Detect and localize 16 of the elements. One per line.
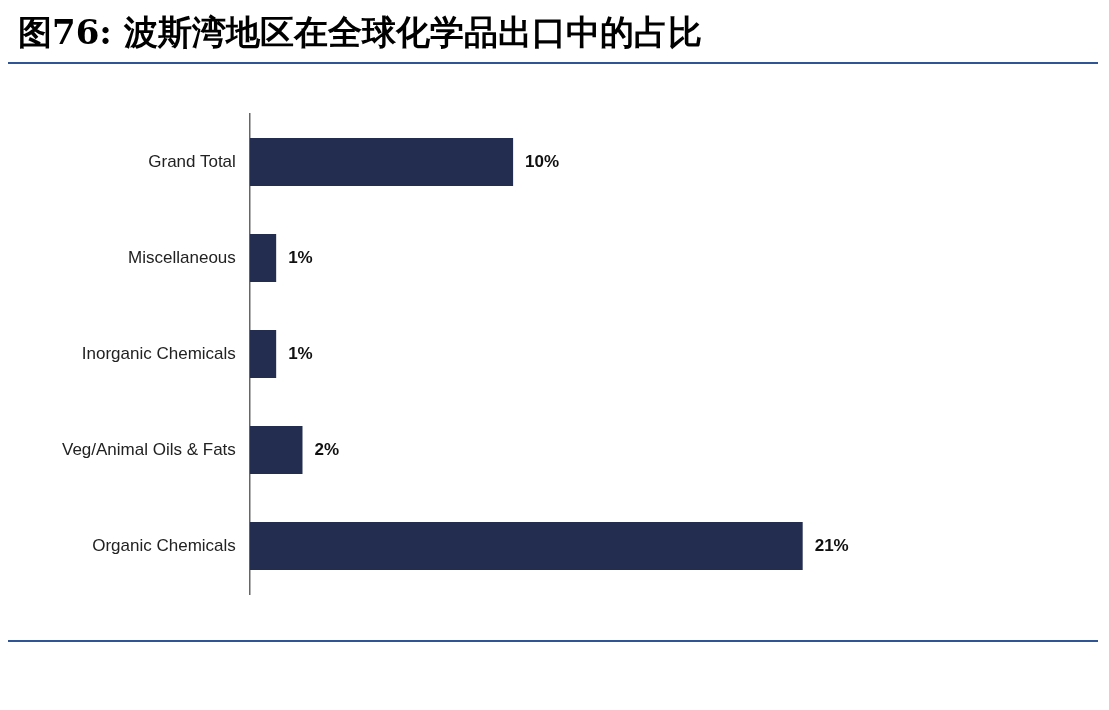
- y-tick-label: Inorganic Chemicals: [81, 343, 236, 363]
- y-tick-label: Veg/Animal Oils & Fats: [62, 439, 236, 459]
- data-label: 10%: [525, 151, 560, 171]
- bar: [249, 138, 514, 186]
- data-label: 2%: [314, 439, 340, 459]
- y-tick-label: Grand Total: [148, 151, 236, 171]
- bar: [249, 234, 277, 282]
- data-label: 1%: [288, 247, 313, 267]
- data-label: 1%: [288, 343, 313, 363]
- y-tick-label: Miscellaneous: [128, 247, 236, 267]
- chart-title: 图76: 波斯湾地区在全球化学品出口中的占比: [8, 8, 1098, 64]
- bar: [249, 330, 277, 378]
- bar: [249, 426, 303, 474]
- bar: [249, 522, 803, 570]
- y-tick-label: Organic Chemicals: [92, 535, 236, 555]
- data-label: 21%: [814, 535, 849, 555]
